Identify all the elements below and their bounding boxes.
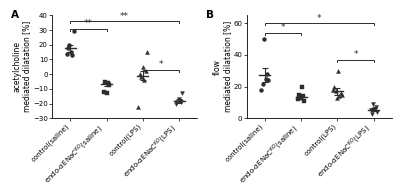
Text: **: **: [120, 12, 129, 21]
Point: [265, 79, 272, 82]
Text: **: **: [84, 19, 93, 28]
Point: [373, 106, 379, 109]
Point: [176, 99, 183, 102]
Point: [103, 92, 110, 95]
Point: [173, 102, 180, 105]
Point: [174, 101, 181, 104]
Point: [264, 72, 270, 75]
Point: [140, 65, 146, 68]
Point: [332, 90, 339, 93]
Point: [176, 98, 182, 101]
Point: [372, 107, 378, 110]
Point: [301, 100, 307, 103]
Point: [100, 90, 107, 93]
Point: [368, 109, 374, 112]
Point: [71, 30, 77, 33]
Point: [144, 51, 150, 54]
Point: [339, 93, 345, 96]
Point: [261, 38, 267, 41]
Point: [336, 95, 342, 98]
Text: *: *: [354, 50, 358, 59]
Point: [138, 76, 145, 79]
Point: [142, 70, 149, 73]
Point: [65, 46, 71, 49]
Point: [368, 112, 375, 115]
Point: [298, 85, 305, 88]
Point: [262, 77, 269, 80]
Text: A: A: [11, 10, 19, 20]
Point: [296, 93, 302, 96]
Point: [63, 52, 70, 55]
Y-axis label: acetylcholine
mediated dilatation [%]: acetylcholine mediated dilatation [%]: [12, 21, 32, 112]
Point: [335, 69, 341, 72]
Text: B: B: [206, 10, 214, 20]
Point: [105, 82, 111, 85]
Point: [258, 88, 264, 91]
Point: [371, 107, 378, 110]
Y-axis label: flow
mediated dilatation [%]: flow mediated dilatation [%]: [213, 21, 232, 112]
Point: [374, 111, 380, 114]
Point: [68, 51, 74, 54]
Text: *: *: [159, 60, 163, 69]
Point: [178, 101, 184, 104]
Text: *: *: [317, 14, 322, 23]
Point: [66, 43, 73, 46]
Text: *: *: [281, 23, 285, 32]
Point: [106, 83, 113, 86]
Point: [102, 80, 108, 83]
Point: [300, 95, 306, 98]
Point: [370, 103, 377, 106]
Point: [69, 53, 76, 57]
Point: [338, 91, 344, 95]
Point: [179, 92, 185, 95]
Point: [295, 98, 302, 101]
Point: [297, 96, 304, 99]
Point: [141, 79, 148, 82]
Point: [331, 85, 338, 88]
Point: [260, 82, 266, 85]
Point: [330, 88, 336, 91]
Point: [137, 73, 143, 76]
Point: [369, 109, 376, 112]
Point: [334, 96, 340, 99]
Point: [135, 105, 142, 108]
